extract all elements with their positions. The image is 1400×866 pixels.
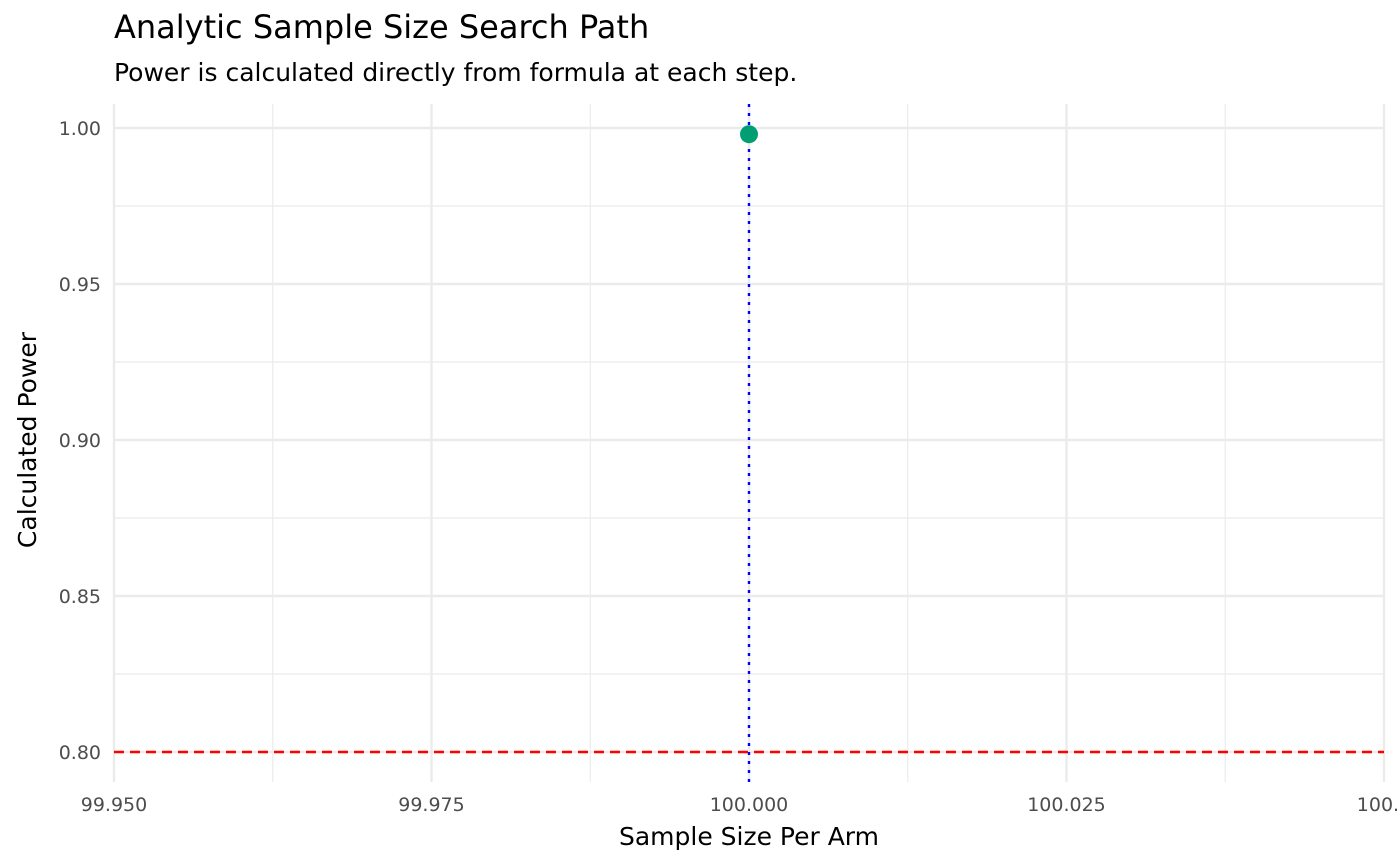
y-tick-label: 0.80 bbox=[59, 742, 101, 764]
chart-subtitle: Power is calculated directly from formul… bbox=[114, 58, 798, 87]
reference-lines bbox=[114, 104, 1384, 782]
data-points bbox=[740, 125, 758, 144]
chart-title: Analytic Sample Size Search Path bbox=[114, 8, 650, 46]
y-tick-label: 1.00 bbox=[59, 118, 101, 140]
x-tick-label: 99.975 bbox=[398, 794, 464, 816]
data-point bbox=[740, 125, 758, 144]
y-tick-label: 0.90 bbox=[59, 430, 101, 452]
x-axis-title: Sample Size Per Arm bbox=[619, 822, 879, 851]
y-axis-title: Calculated Power bbox=[13, 331, 42, 548]
x-tick-label: 99.950 bbox=[81, 794, 147, 816]
x-tick-label: 100.0 bbox=[1357, 794, 1400, 816]
y-axis-ticks: 0.80 0.85 0.90 0.95 1.00 bbox=[59, 118, 101, 764]
x-tick-label: 100.025 bbox=[1027, 794, 1106, 816]
y-tick-label: 0.85 bbox=[59, 586, 101, 608]
x-axis-ticks: 99.950 99.975 100.000 100.025 100.0 bbox=[81, 794, 1400, 816]
x-tick-label: 100.000 bbox=[710, 794, 789, 816]
y-tick-label: 0.95 bbox=[59, 274, 101, 296]
